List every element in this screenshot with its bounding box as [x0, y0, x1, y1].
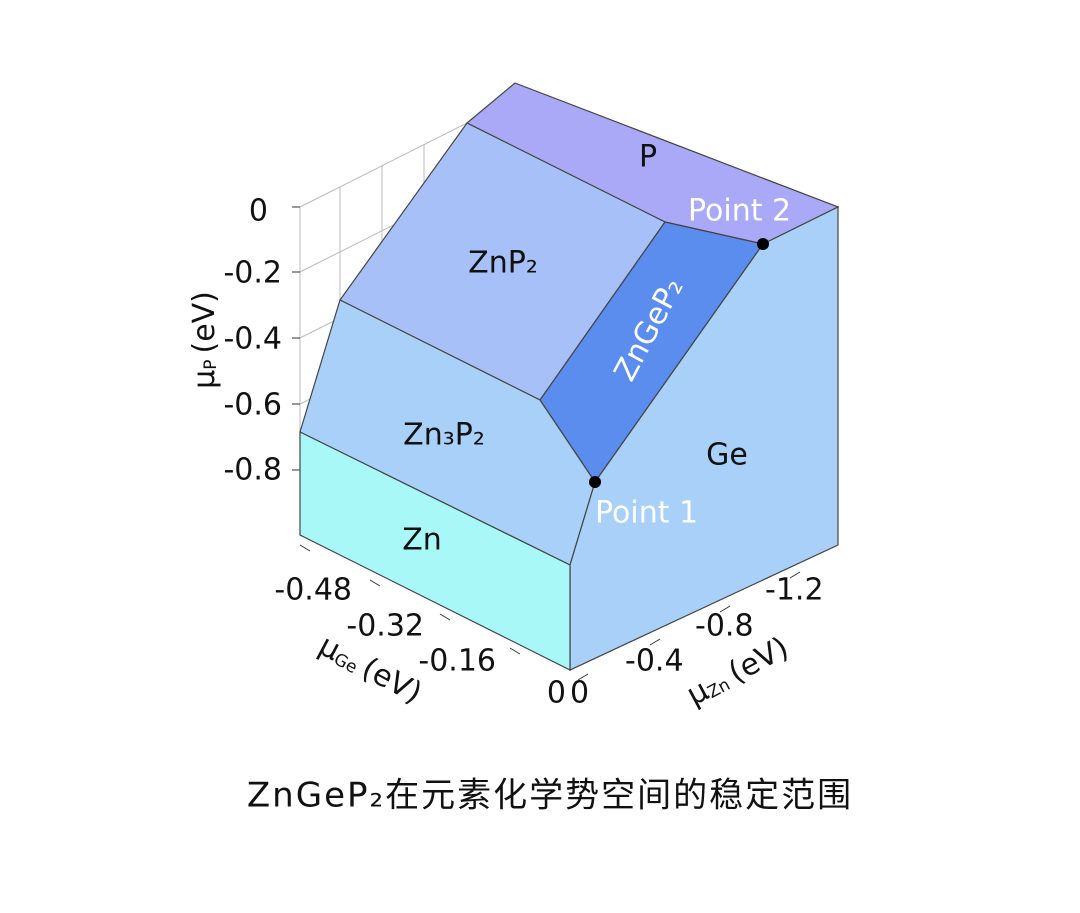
axis-subscript: P	[201, 360, 221, 370]
point-label: Point 2	[688, 194, 791, 229]
tick-label: -0.6	[223, 388, 282, 423]
axis-title: μP (eV)	[187, 291, 222, 389]
region-label: Zn	[402, 523, 442, 558]
tick-label: -1.2	[765, 573, 824, 608]
axis-unit: (eV)	[187, 291, 222, 353]
tick-label: 0	[249, 194, 268, 229]
point-marker	[589, 476, 601, 488]
point-marker	[757, 238, 769, 250]
axis-unit: (eV)	[356, 650, 428, 710]
tick-label: -0.8	[223, 453, 282, 488]
tick-label: -0.8	[695, 609, 754, 644]
axis-symbol: μ	[187, 370, 222, 389]
tick-label: -0.16	[418, 644, 496, 679]
region-label: ZnP₂	[468, 246, 538, 281]
region-label: P	[639, 140, 657, 175]
tick-label: -0.4	[223, 322, 282, 357]
tick-label: -0.2	[223, 256, 282, 291]
point-label: Point 1	[595, 496, 698, 531]
tick-label: -0.48	[274, 573, 352, 608]
tick-label: -0.32	[346, 609, 424, 644]
tick-label: 0	[570, 676, 589, 711]
region-label: Ge	[706, 438, 748, 473]
caption: ZnGeP₂在元素化学势空间的稳定范围	[247, 776, 853, 816]
tick-label: 0	[547, 676, 566, 711]
axis-ticks	[292, 206, 801, 681]
tick-label: -0.4	[625, 644, 684, 679]
region-zn	[299, 431, 571, 671]
region-label: Zn₃P₂	[403, 418, 485, 453]
